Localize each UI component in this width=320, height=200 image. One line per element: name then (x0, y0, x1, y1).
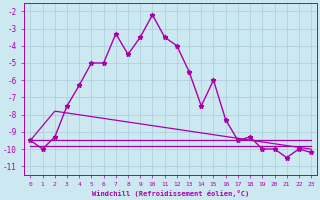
X-axis label: Windchill (Refroidissement éolien,°C): Windchill (Refroidissement éolien,°C) (92, 190, 249, 197)
